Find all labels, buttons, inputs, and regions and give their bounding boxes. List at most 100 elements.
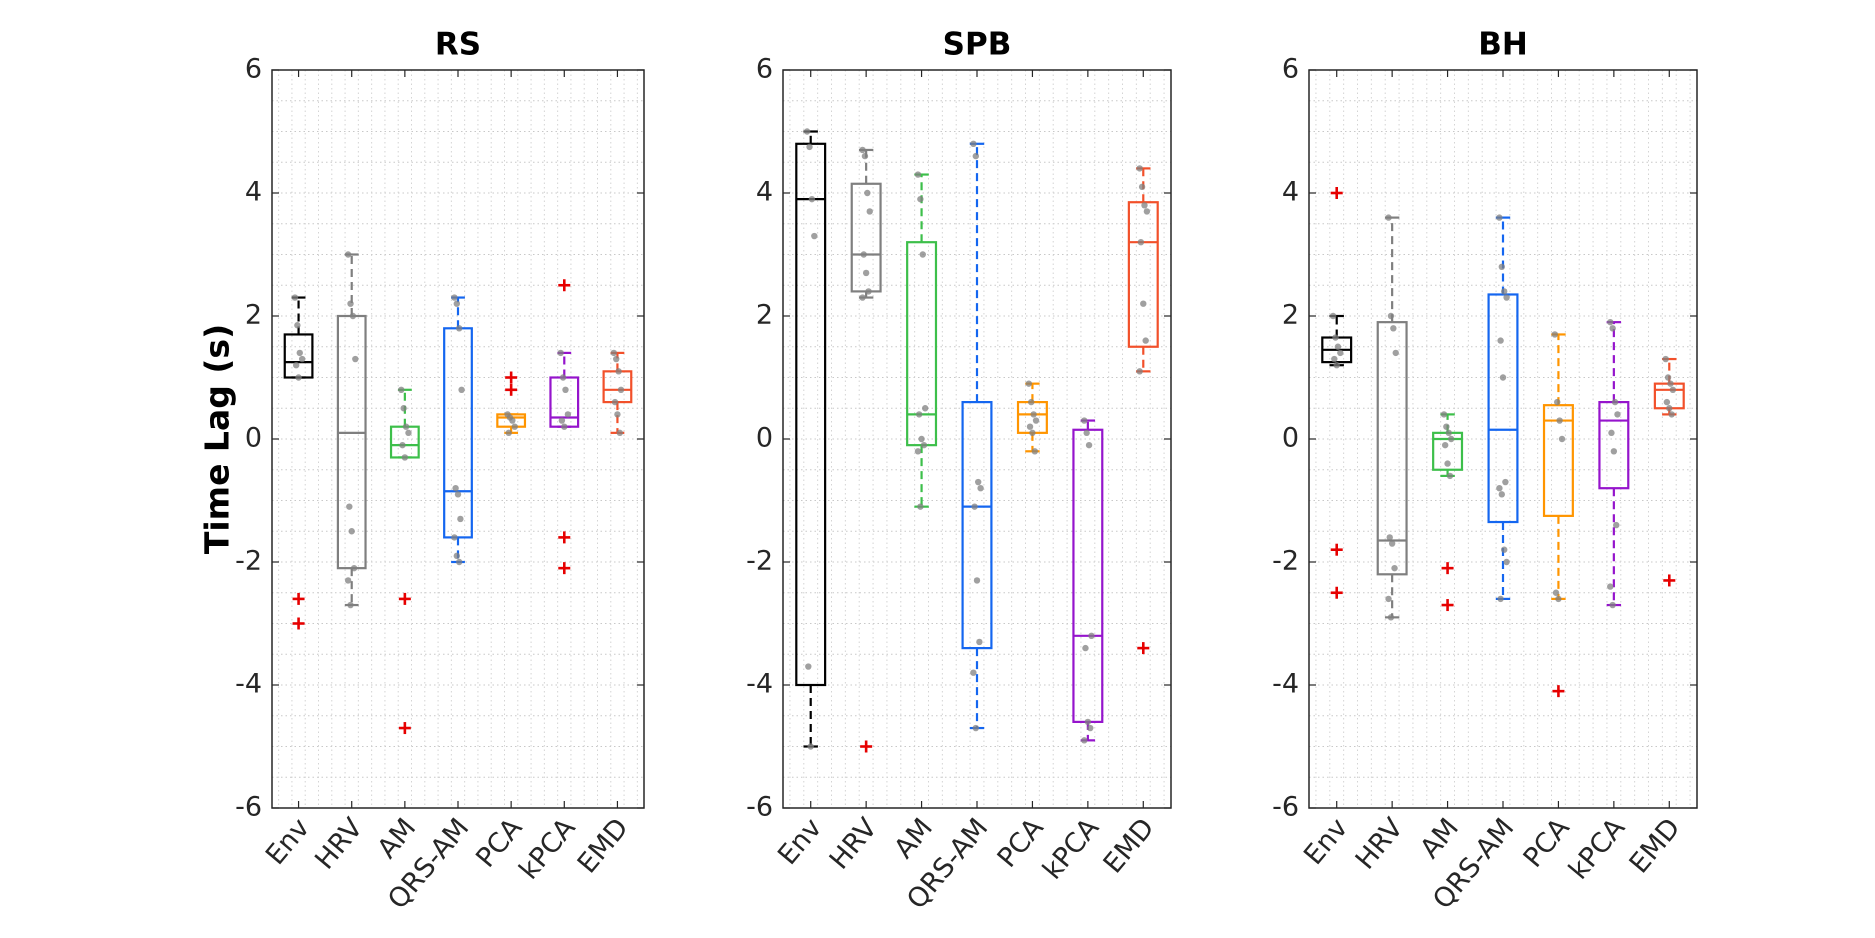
data-point <box>352 355 359 363</box>
data-point <box>1554 398 1561 406</box>
x-tick-label: kPCA <box>513 812 582 885</box>
iqr-box <box>795 142 827 687</box>
data-point <box>1446 472 1454 480</box>
data-point <box>452 485 459 492</box>
data-point <box>1082 644 1089 652</box>
box-hrv <box>850 146 882 753</box>
data-point <box>1499 374 1507 381</box>
data-point <box>1138 183 1146 191</box>
data-point <box>1337 349 1344 357</box>
data-point <box>456 325 463 332</box>
data-point <box>1498 491 1506 498</box>
data-point <box>1503 558 1510 566</box>
iqr-box <box>602 370 633 404</box>
data-point <box>976 638 983 646</box>
box-hrv <box>336 251 367 609</box>
data-point <box>454 491 462 498</box>
x-tick-label: AM <box>888 813 939 865</box>
data-point <box>1029 429 1036 437</box>
data-point <box>973 577 981 584</box>
y-tick-label: -6 <box>1272 792 1299 823</box>
data-point <box>617 386 625 393</box>
box-qrs-am <box>961 140 993 732</box>
outlier-marker <box>1330 543 1343 556</box>
iqr-box <box>443 327 473 539</box>
data-point <box>808 195 816 203</box>
data-point <box>920 441 928 449</box>
y-tick-label: 0 <box>245 423 262 454</box>
data-point <box>1666 405 1673 412</box>
data-point <box>1552 589 1560 596</box>
data-point <box>1087 724 1094 732</box>
outlier-marker <box>1137 642 1150 655</box>
data-point <box>292 362 300 369</box>
data-point <box>1081 737 1088 744</box>
data-point <box>921 405 929 412</box>
box-kpca <box>549 279 580 575</box>
data-point <box>1388 540 1396 547</box>
y-tick-label: 2 <box>245 300 262 331</box>
data-point <box>811 232 818 240</box>
data-point <box>1668 411 1675 418</box>
x-tick-label: kPCA <box>1037 812 1106 885</box>
data-point <box>295 374 302 381</box>
data-point <box>971 503 978 510</box>
data-point <box>509 417 516 424</box>
iqr-box <box>1487 293 1519 524</box>
box-emd <box>1653 355 1685 587</box>
data-point <box>1443 423 1450 430</box>
panel-title: BH <box>1478 27 1528 63</box>
data-point <box>1555 595 1562 603</box>
data-point <box>1136 165 1143 172</box>
data-point <box>1387 312 1395 320</box>
data-point <box>1496 485 1503 492</box>
box-env <box>795 128 827 750</box>
data-point <box>975 478 982 486</box>
outlier-marker <box>505 383 518 396</box>
y-tick-label: -6 <box>746 792 773 823</box>
iqr-box <box>1542 404 1574 517</box>
data-point <box>1497 337 1504 344</box>
x-tick-label: Env <box>772 813 828 871</box>
data-point <box>349 312 357 320</box>
box-emd <box>1127 165 1159 655</box>
data-point <box>1085 441 1093 449</box>
data-point <box>1334 343 1342 350</box>
data-point <box>291 294 299 301</box>
panel-title: RS <box>435 27 481 63</box>
data-point <box>1136 368 1143 375</box>
data-point <box>561 423 568 430</box>
data-point <box>1608 429 1615 437</box>
x-tick-label: kPCA <box>1563 812 1632 885</box>
iqr-box <box>389 425 420 459</box>
y-tick-label: -6 <box>235 792 262 823</box>
iqr-box <box>496 413 527 428</box>
outlier-marker <box>1330 586 1343 599</box>
y-tick-label: 4 <box>245 177 262 208</box>
data-point <box>861 152 869 160</box>
box-am <box>906 171 938 510</box>
data-point <box>296 349 303 357</box>
y-tick-label: -4 <box>746 669 773 700</box>
data-point <box>1558 435 1566 443</box>
outlier-marker <box>292 617 305 630</box>
iqr-box <box>1598 401 1630 490</box>
data-point <box>859 146 866 154</box>
y-tick-label: 4 <box>756 177 773 208</box>
data-point <box>866 208 873 215</box>
outlier-marker <box>1441 562 1454 575</box>
data-point <box>977 485 984 492</box>
data-point <box>915 411 923 418</box>
x-tick-label: EMD <box>1624 813 1687 880</box>
data-point <box>1032 417 1040 424</box>
iqr-box <box>1376 321 1408 576</box>
data-point <box>1663 398 1671 406</box>
outlier-marker <box>1552 685 1565 698</box>
box-env <box>283 294 314 630</box>
data-point <box>1142 337 1149 344</box>
data-point <box>611 398 619 406</box>
data-point <box>614 411 621 418</box>
data-point <box>1441 441 1449 449</box>
